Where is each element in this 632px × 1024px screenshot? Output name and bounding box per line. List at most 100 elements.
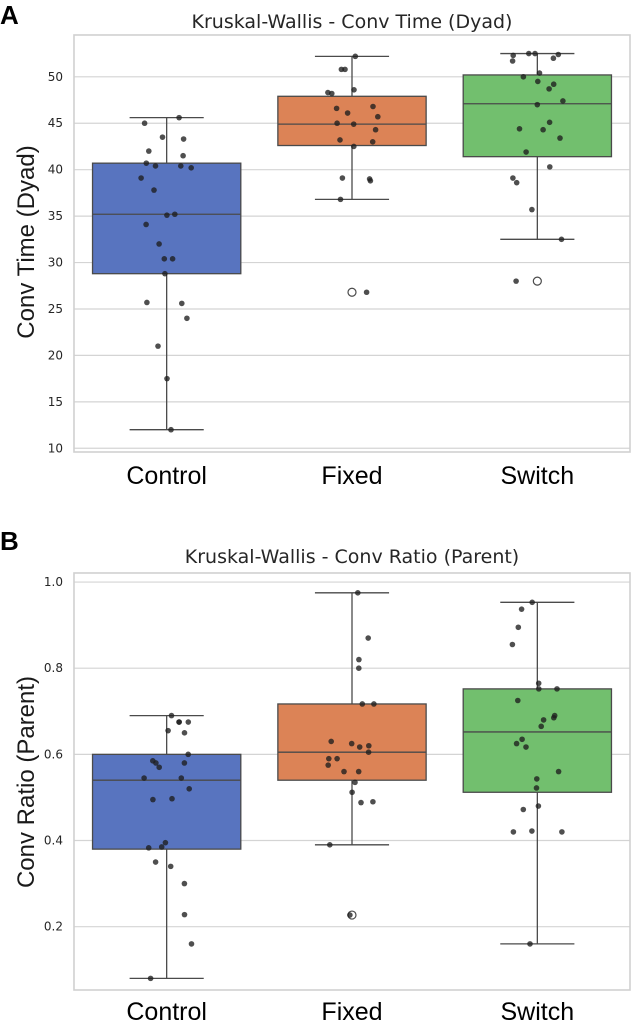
data-point [146, 148, 152, 154]
data-point [151, 187, 157, 193]
data-point [372, 126, 379, 133]
x-tick-label-switch: Switch [501, 998, 575, 1024]
data-point [152, 859, 159, 865]
y-tick-label: 0.8 [44, 661, 63, 675]
data-point [179, 300, 185, 307]
data-point [510, 52, 516, 59]
data-point [540, 717, 547, 723]
data-point [370, 103, 376, 110]
y-tick-label: 20 [48, 348, 63, 362]
data-point [536, 70, 543, 76]
data-point [513, 179, 520, 186]
data-point [161, 256, 168, 262]
y-tick-label: 1.0 [44, 575, 63, 589]
data-point [152, 163, 159, 169]
data-point [555, 51, 562, 58]
chart-title-a: Kruskal-Wallis - Conv Time (Dyad) [192, 11, 513, 33]
data-point [350, 121, 357, 127]
plot-frame [73, 572, 631, 991]
data-point [546, 119, 553, 126]
data-point [365, 635, 372, 641]
data-point [546, 86, 552, 92]
data-point [147, 975, 154, 982]
data-point [363, 289, 370, 296]
data-point [143, 160, 150, 166]
data-point [509, 641, 516, 648]
data-point [338, 66, 345, 73]
data-point [551, 714, 557, 721]
data-point [325, 89, 331, 96]
data-point [164, 212, 170, 218]
data-point [339, 175, 346, 181]
data-point [178, 775, 185, 781]
data-point [180, 136, 187, 142]
data-point [559, 829, 565, 835]
data-point [533, 785, 540, 791]
y-tick-label: 35 [48, 209, 63, 223]
data-point [356, 665, 362, 672]
data-point [513, 740, 520, 747]
data-point [529, 599, 535, 606]
data-point [547, 164, 553, 170]
data-point [526, 50, 532, 57]
data-point [355, 768, 362, 775]
data-point [516, 126, 523, 132]
data-point [328, 738, 335, 745]
data-point [351, 143, 357, 150]
data-point [337, 137, 343, 143]
data-point [370, 798, 376, 805]
y-tick-label: 25 [48, 302, 63, 316]
data-point [334, 755, 340, 762]
box-switch [462, 688, 613, 793]
data-point [156, 241, 162, 247]
data-point [352, 779, 358, 786]
data-point [540, 126, 546, 133]
data-point [513, 278, 519, 284]
data-point [188, 941, 195, 947]
data-point [366, 742, 372, 749]
data-point [369, 139, 376, 145]
data-point [181, 911, 188, 918]
data-point [344, 110, 351, 116]
data-point [352, 53, 359, 60]
data-point [181, 730, 188, 736]
data-point [325, 762, 332, 768]
data-point [143, 221, 149, 228]
panel-a: A Kruskal-Wallis - Conv Time (Dyad) Conv… [0, 0, 631, 490]
data-point [156, 764, 162, 771]
y-tick-label: 15 [48, 395, 63, 409]
y-tick-label: 0.6 [44, 747, 63, 761]
data-point [341, 768, 347, 775]
box-fixed [277, 95, 427, 147]
data-point [536, 686, 542, 692]
data-point [520, 806, 527, 813]
data-point [185, 719, 192, 725]
x-tick-label-fixed: Fixed [321, 462, 382, 490]
data-point [510, 175, 516, 181]
data-point [365, 749, 372, 756]
data-point [337, 196, 344, 203]
data-point [515, 697, 521, 704]
data-point [550, 55, 557, 62]
data-point [185, 751, 191, 758]
data-point [168, 426, 174, 433]
x-tick-label-control: Control [126, 998, 207, 1024]
data-point [356, 744, 363, 750]
y-tick-label: 45 [48, 116, 63, 130]
y-axis-label-b: Conv Ratio (Parent) [13, 676, 40, 888]
data-point [164, 375, 170, 382]
y-axis-label-a: Conv Time (Dyad) [13, 145, 40, 338]
panel-letter-a: A [0, 0, 19, 30]
data-point [169, 795, 175, 802]
data-point [358, 799, 364, 806]
data-point [327, 842, 333, 848]
outlier-marker [532, 276, 542, 286]
data-point [523, 744, 529, 750]
data-point [180, 152, 186, 159]
data-point [355, 590, 361, 596]
data-point [520, 73, 527, 80]
x-tick-label-fixed: Fixed [321, 998, 382, 1024]
x-tick-label-control: Control [126, 462, 207, 490]
y-tick-label: 40 [48, 163, 63, 177]
data-point [529, 828, 535, 834]
